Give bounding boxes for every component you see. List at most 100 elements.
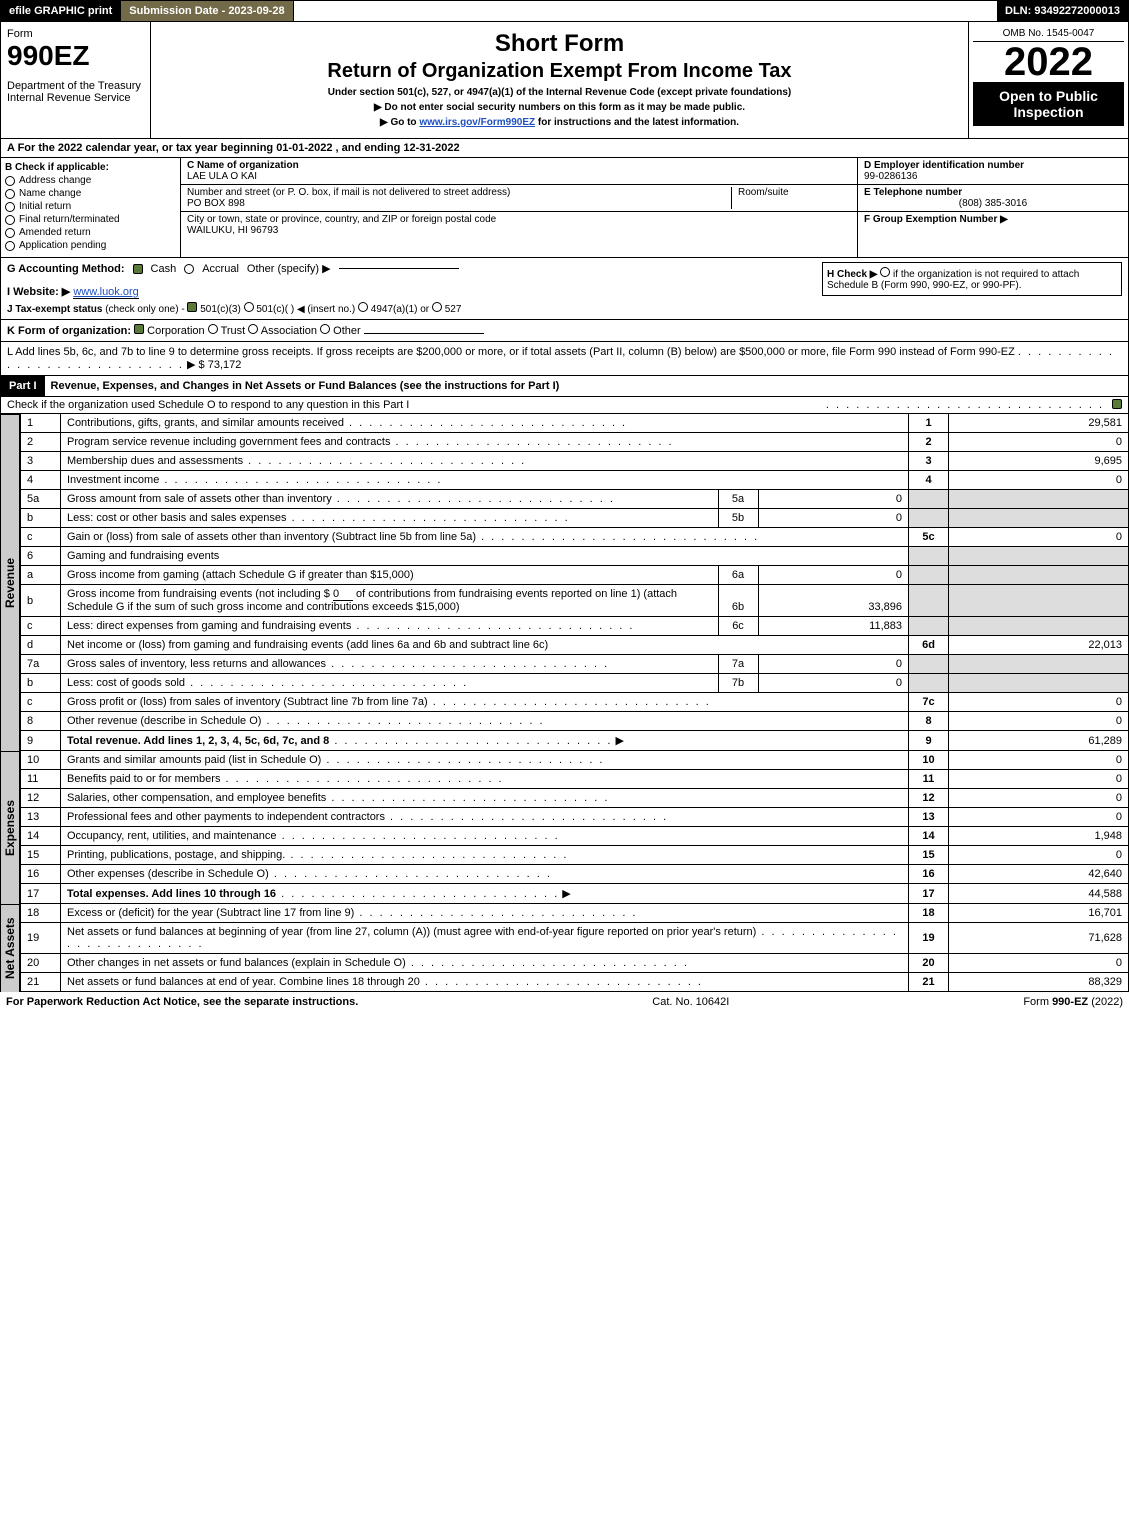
part-1-label: Part I xyxy=(1,376,45,396)
checkbox-pending[interactable] xyxy=(5,241,15,251)
line-9: 9Total revenue. Add lines 1, 2, 3, 4, 5c… xyxy=(21,731,1129,751)
line-7c: cGross profit or (loss) from sales of in… xyxy=(21,693,1129,712)
title-return: Return of Organization Exempt From Incom… xyxy=(157,60,962,83)
warning-1: ▶ Do not enter social security numbers o… xyxy=(157,102,962,113)
checkbox-trust[interactable] xyxy=(208,324,218,334)
tax-year: 2022 xyxy=(973,42,1124,82)
tax-exempt-label: J Tax-exempt status xyxy=(7,304,102,315)
other-org-field[interactable] xyxy=(364,333,484,334)
line-k: K Form of organization: Corporation Trus… xyxy=(0,320,1129,342)
netassets-sidelabel: Net Assets xyxy=(0,904,20,992)
line-l: L Add lines 5b, 6c, and 7b to line 9 to … xyxy=(0,342,1129,376)
city-label: City or town, state or province, country… xyxy=(187,214,851,225)
checkbox-name-change[interactable] xyxy=(5,189,15,199)
checkbox-501c[interactable] xyxy=(244,302,254,312)
line-12: 12Salaries, other compensation, and empl… xyxy=(21,789,1129,808)
other-specify-field[interactable] xyxy=(339,268,459,269)
line-6: 6Gaming and fundraising events xyxy=(21,547,1129,566)
checkbox-amended[interactable] xyxy=(5,228,15,238)
check-amended: Amended return xyxy=(19,227,91,238)
box-d: D Employer identification number 99-0286… xyxy=(858,158,1128,257)
check-name: Name change xyxy=(19,188,81,199)
line-8: 8Other revenue (describe in Schedule O)8… xyxy=(21,712,1129,731)
netassets-section: Net Assets 18Excess or (deficit) for the… xyxy=(0,904,1129,992)
line-16: 16Other expenses (describe in Schedule O… xyxy=(21,865,1129,884)
footer-right: Form 990-EZ (2022) xyxy=(1023,996,1123,1008)
opt-assoc: Association xyxy=(261,325,317,337)
checkbox-address-change[interactable] xyxy=(5,176,15,186)
section-a: A For the 2022 calendar year, or tax yea… xyxy=(0,139,1129,158)
website-link[interactable]: www.luok.org xyxy=(73,286,138,299)
line-3: 3Membership dues and assessments39,695 xyxy=(21,452,1129,471)
line-6a: aGross income from gaming (attach Schedu… xyxy=(21,566,1129,585)
k-label: K Form of organization: xyxy=(7,325,131,337)
section-bcd: B Check if applicable: Address change Na… xyxy=(0,158,1129,258)
opt-4947: 4947(a)(1) or xyxy=(371,304,429,315)
line-10: 10Grants and similar amounts paid (list … xyxy=(21,751,1129,770)
city: WAILUKU, HI 96793 xyxy=(187,225,851,236)
efile-print[interactable]: efile GRAPHIC print xyxy=(1,1,120,21)
line-7a: 7aGross sales of inventory, less returns… xyxy=(21,655,1129,674)
line-5a: 5aGross amount from sale of assets other… xyxy=(21,490,1129,509)
line-17: 17Total expenses. Add lines 10 through 1… xyxy=(21,884,1129,904)
netassets-table: 18Excess or (deficit) for the year (Subt… xyxy=(20,904,1129,992)
footer-left: For Paperwork Reduction Act Notice, see … xyxy=(6,996,358,1008)
revenue-table: 1Contributions, gifts, grants, and simil… xyxy=(20,414,1129,751)
line-20: 20Other changes in net assets or fund ba… xyxy=(21,954,1129,973)
checkbox-cash[interactable] xyxy=(133,264,143,274)
phone: (808) 385-3016 xyxy=(864,198,1122,209)
check-initial: Initial return xyxy=(19,201,71,212)
opt-501c3: 501(c)(3) xyxy=(200,304,241,315)
part-1-title: Revenue, Expenses, and Changes in Net As… xyxy=(45,378,1128,394)
line-5b: bLess: cost or other basis and sales exp… xyxy=(21,509,1129,528)
checkbox-final[interactable] xyxy=(5,215,15,225)
revenue-sidelabel: Revenue xyxy=(0,414,20,751)
checkbox-other-org[interactable] xyxy=(320,324,330,334)
ein-label: D Employer identification number xyxy=(864,160,1122,171)
opt-527: 527 xyxy=(445,304,462,315)
dln: DLN: 93492272000013 xyxy=(997,1,1128,21)
submission-date: Submission Date - 2023-09-28 xyxy=(120,1,293,21)
opt-corp: Corporation xyxy=(147,325,204,337)
footer-mid: Cat. No. 10642I xyxy=(652,996,729,1008)
part-1-header: Part I Revenue, Expenses, and Changes in… xyxy=(0,376,1129,397)
line-13: 13Professional fees and other payments t… xyxy=(21,808,1129,827)
footer: For Paperwork Reduction Act Notice, see … xyxy=(0,992,1129,1012)
form-label: Form xyxy=(7,28,144,40)
checkbox-4947[interactable] xyxy=(358,302,368,312)
line-19: 19Net assets or fund balances at beginni… xyxy=(21,923,1129,954)
phone-label: E Telephone number xyxy=(864,187,1122,198)
checkbox-h[interactable] xyxy=(880,267,890,277)
check-address: Address change xyxy=(19,175,91,186)
l-text: L Add lines 5b, 6c, and 7b to line 9 to … xyxy=(7,346,1015,358)
website-label: I Website: ▶ xyxy=(7,286,70,298)
checkbox-assoc[interactable] xyxy=(248,324,258,334)
box-c: C Name of organization LAE ULA O KAI Num… xyxy=(181,158,858,257)
line-6d: dNet income or (loss) from gaming and fu… xyxy=(21,636,1129,655)
checkbox-527[interactable] xyxy=(432,302,442,312)
other-label: Other (specify) ▶ xyxy=(247,262,331,275)
checkbox-corp[interactable] xyxy=(134,324,144,334)
irs-link[interactable]: www.irs.gov/Form990EZ xyxy=(419,117,535,128)
checkbox-501c3[interactable] xyxy=(187,302,197,312)
street-label: Number and street (or P. O. box, if mail… xyxy=(187,187,731,198)
line-14: 14Occupancy, rent, utilities, and mainte… xyxy=(21,827,1129,846)
checkbox-initial[interactable] xyxy=(5,202,15,212)
check-final: Final return/terminated xyxy=(19,214,120,225)
checkbox-accrual[interactable] xyxy=(184,264,194,274)
revenue-section: Revenue 1Contributions, gifts, grants, a… xyxy=(0,414,1129,751)
line-g-h: G Accounting Method: Cash Accrual Other … xyxy=(0,258,1129,320)
checkbox-schedule-o[interactable] xyxy=(1112,399,1122,409)
header-center: Short Form Return of Organization Exempt… xyxy=(151,22,968,138)
box-h: H Check ▶ if the organization is not req… xyxy=(822,262,1122,296)
warning-2: ▶ Go to www.irs.gov/Form990EZ for instru… xyxy=(157,117,962,128)
line-11: 11Benefits paid to or for members110 xyxy=(21,770,1129,789)
line-6b: bGross income from fundraising events (n… xyxy=(21,585,1129,617)
line-15: 15Printing, publications, postage, and s… xyxy=(21,846,1129,865)
form-number: 990EZ xyxy=(7,40,144,72)
accounting-label: G Accounting Method: xyxy=(7,263,125,275)
line-5c: cGain or (loss) from sale of assets othe… xyxy=(21,528,1129,547)
line-6c: cLess: direct expenses from gaming and f… xyxy=(21,617,1129,636)
subtitle: Under section 501(c), 527, or 4947(a)(1)… xyxy=(157,87,962,98)
topbar: efile GRAPHIC print Submission Date - 20… xyxy=(0,0,1129,22)
